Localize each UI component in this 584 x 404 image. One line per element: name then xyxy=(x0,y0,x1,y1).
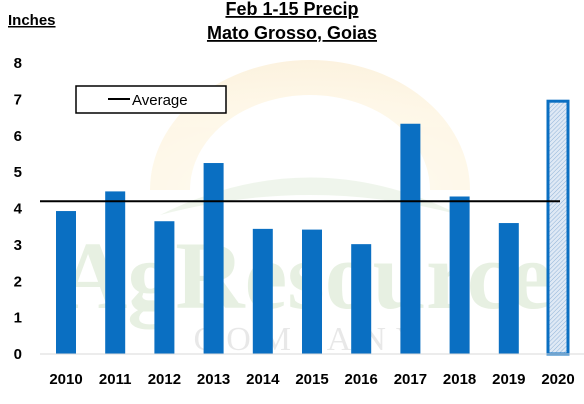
x-tick-label: 2012 xyxy=(148,371,181,388)
bar xyxy=(498,223,519,354)
y-tick-label: 7 xyxy=(14,91,22,108)
chart-title: Feb 1-15 Precip xyxy=(225,0,358,19)
bar xyxy=(105,191,126,354)
y-tick-label: 4 xyxy=(14,201,23,218)
x-tick-label: 2010 xyxy=(49,371,82,388)
bar xyxy=(154,221,175,354)
bar xyxy=(56,211,76,354)
x-axis-ticks: 2010 2011 2012 2013 2014 2015 2016 2017 2018 2019… xyxy=(49,371,574,388)
y-tick-label: 6 xyxy=(14,128,22,145)
bars xyxy=(56,99,570,356)
x-tick-label: 2019 xyxy=(492,371,525,388)
watermark-sun-icon xyxy=(150,60,470,190)
bar xyxy=(252,228,273,354)
legend: Average xyxy=(75,85,227,114)
x-tick-label: 2013 xyxy=(197,371,230,388)
y-tick-label: 8 xyxy=(14,55,22,72)
watermark-field-icon xyxy=(160,177,460,215)
y-tick-label: 0 xyxy=(14,346,22,363)
x-tick-label: 2015 xyxy=(295,371,328,388)
y-tick-label: 1 xyxy=(14,310,22,327)
chart-subtitle: Mato Grosso, Goias xyxy=(207,23,377,43)
bar xyxy=(449,196,470,354)
x-tick-label: 2017 xyxy=(394,371,427,388)
legend-box xyxy=(75,85,227,114)
bar xyxy=(203,163,224,354)
bar xyxy=(400,123,421,354)
x-tick-label: 2020 xyxy=(541,371,574,388)
y-axis-label: Inches xyxy=(8,12,56,29)
y-axis-ticks: 0 1 2 3 4 5 6 7 8 xyxy=(14,55,23,363)
x-tick-label: 2014 xyxy=(246,371,280,388)
x-tick-label: 2016 xyxy=(345,371,378,388)
y-tick-label: 3 xyxy=(14,237,22,254)
legend-label: Average xyxy=(132,92,188,109)
bar xyxy=(302,229,322,354)
bar xyxy=(546,99,570,356)
x-tick-label: 2011 xyxy=(99,371,132,388)
bar xyxy=(351,244,372,354)
y-tick-label: 2 xyxy=(14,273,22,290)
x-tick-label: 2018 xyxy=(443,371,476,388)
y-tick-label: 5 xyxy=(14,164,22,181)
